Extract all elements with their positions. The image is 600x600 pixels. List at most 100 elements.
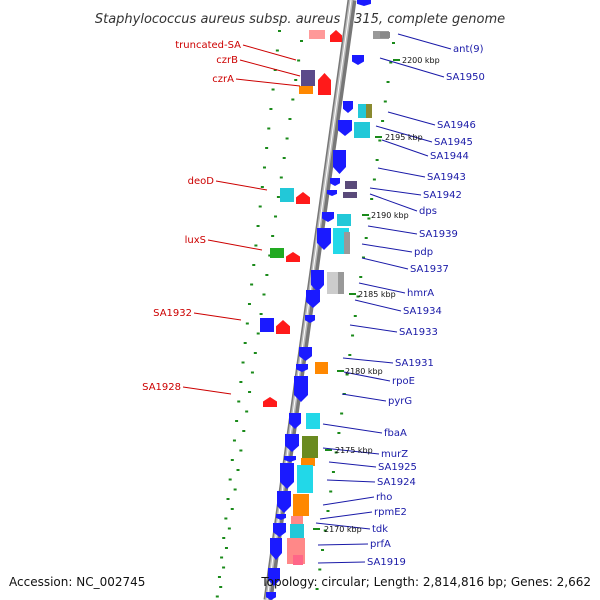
tick-mark xyxy=(267,127,271,130)
gene-arrow xyxy=(289,413,301,429)
leader-line xyxy=(317,543,369,546)
gene-block xyxy=(306,413,320,429)
leader-line xyxy=(379,57,445,78)
tick-mark xyxy=(239,381,243,383)
tick-mark xyxy=(383,100,387,103)
gene-label: hmrA xyxy=(407,288,434,299)
tick-mark xyxy=(227,527,231,530)
gene-arrow xyxy=(286,252,300,262)
kbp-mark: 2195 kbp xyxy=(385,133,423,142)
leader-line xyxy=(341,393,387,402)
gene-label: SA1950 xyxy=(446,72,485,83)
gene-arrow xyxy=(268,568,280,586)
gene-label: SA1937 xyxy=(410,264,449,275)
gene-block xyxy=(315,362,328,374)
tick-mark xyxy=(233,488,237,491)
tick-mark xyxy=(340,412,344,415)
tick-mark xyxy=(297,59,301,62)
tick-mark xyxy=(269,108,273,110)
tick-mark xyxy=(375,159,379,161)
major-tick xyxy=(349,293,356,295)
gene-label: SA1944 xyxy=(430,151,469,162)
tick-mark xyxy=(274,215,278,218)
gene-block xyxy=(338,272,344,294)
tick-mark xyxy=(386,81,390,83)
gene-label: SA1925 xyxy=(378,462,417,473)
gene-block xyxy=(343,192,357,198)
tick-mark xyxy=(361,256,365,259)
gene-block xyxy=(293,555,303,565)
major-tick xyxy=(362,214,369,216)
gene-label: fbaA xyxy=(384,428,407,439)
tick-mark xyxy=(235,420,239,422)
leader-line xyxy=(349,324,398,333)
tick-mark xyxy=(345,373,349,376)
gene-arrow xyxy=(306,290,320,308)
tick-mark xyxy=(279,176,283,179)
gene-label: luxS xyxy=(185,235,206,246)
right-labels: ant(9) SA1950 SA1946 SA1945 SA1944 SA194… xyxy=(367,44,485,568)
gene-block xyxy=(344,232,350,254)
gene-arrow xyxy=(276,320,290,334)
gene-label: pyrG xyxy=(388,396,412,407)
gene-arrow xyxy=(294,376,308,402)
gene-block xyxy=(380,32,390,38)
gene-arrow xyxy=(311,270,324,292)
tick-mark xyxy=(220,556,224,559)
tick-mark xyxy=(230,459,234,461)
tick-mark xyxy=(291,98,295,101)
tick-mark xyxy=(219,586,223,588)
tick-mark xyxy=(256,332,260,335)
tick-mark xyxy=(243,342,247,344)
leader-line xyxy=(342,357,394,364)
tick-mark xyxy=(222,566,226,569)
tick-mark xyxy=(241,361,245,364)
tick-mark xyxy=(329,490,333,493)
leader-line xyxy=(315,522,371,530)
tick-mark xyxy=(273,69,277,71)
tick-mark xyxy=(230,508,234,510)
left-labels: truncated-SA czrB czrA deoD luxS SA1932 … xyxy=(142,40,241,393)
gene-label: SA1919 xyxy=(367,557,406,568)
tick-mark xyxy=(389,61,393,64)
kbp-mark: 2170 kbp xyxy=(324,525,362,534)
gene-label: czrB xyxy=(216,55,238,66)
gene-arrow xyxy=(318,73,331,95)
tick-mark xyxy=(215,595,219,598)
tick-mark xyxy=(359,276,363,278)
gene-block xyxy=(293,494,309,516)
gene-arrow xyxy=(305,315,315,323)
gene-arrow xyxy=(266,592,276,600)
tick-mark xyxy=(276,196,280,198)
gene-arrow xyxy=(270,538,282,560)
gene-block xyxy=(301,458,315,466)
gene-block xyxy=(297,465,313,493)
tick-mark xyxy=(226,498,230,500)
gene-label: SA1939 xyxy=(419,229,458,240)
gene-label: SA1946 xyxy=(437,120,476,131)
leader-line xyxy=(387,111,436,126)
gene-label: deoD xyxy=(188,176,215,187)
tick-mark xyxy=(265,274,269,276)
tick-mark xyxy=(334,451,338,454)
tick-mark xyxy=(248,391,252,393)
tick-mark xyxy=(268,254,272,257)
gene-label: SA1942 xyxy=(423,190,462,201)
gene-arrow xyxy=(276,514,286,520)
major-tick xyxy=(375,136,382,138)
tick-mark xyxy=(239,449,243,452)
gene-block xyxy=(299,86,313,94)
major-tick xyxy=(393,59,400,61)
gene-arrow xyxy=(330,178,340,186)
leader-line xyxy=(369,187,422,196)
gene-label: SA1928 xyxy=(142,382,181,393)
gene-arrow xyxy=(343,101,353,113)
tick-mark xyxy=(224,517,228,520)
gene-features xyxy=(260,0,390,600)
tick-mark xyxy=(278,30,281,32)
gene-arrow xyxy=(338,120,352,136)
leader-line xyxy=(369,193,418,212)
major-tick xyxy=(337,370,344,372)
tick-mark xyxy=(217,576,221,578)
